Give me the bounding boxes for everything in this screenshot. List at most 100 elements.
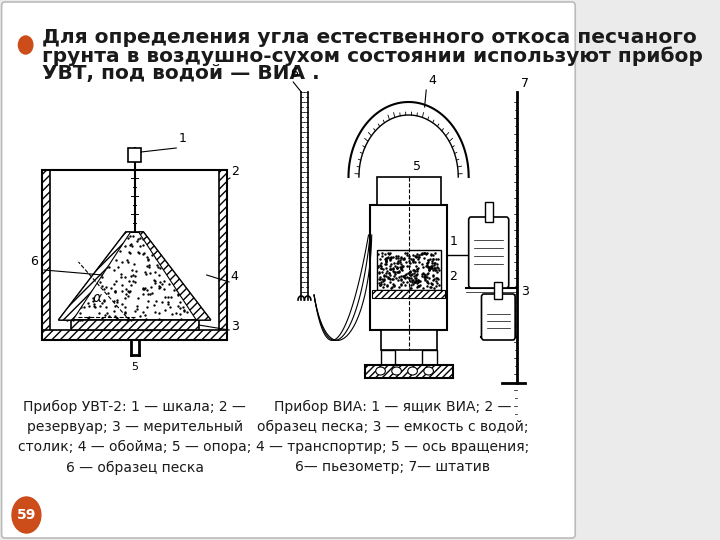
Point <box>99 296 110 305</box>
Point <box>416 260 428 268</box>
Point <box>126 266 138 274</box>
Point <box>116 281 127 289</box>
Point <box>410 274 422 283</box>
Point <box>374 268 385 277</box>
Point <box>395 253 407 261</box>
Point <box>397 263 408 272</box>
Point <box>380 258 392 266</box>
Point <box>429 264 441 272</box>
Point <box>75 315 86 324</box>
Point <box>387 264 399 272</box>
Point <box>413 276 424 285</box>
Point <box>173 290 184 299</box>
Point <box>378 276 390 285</box>
Point <box>114 247 126 255</box>
Point <box>420 250 432 259</box>
Point <box>430 265 441 274</box>
Point <box>377 276 389 285</box>
Point <box>421 258 433 267</box>
Point <box>395 272 407 280</box>
Point <box>387 267 398 275</box>
Point <box>426 261 438 270</box>
Point <box>418 249 430 258</box>
Text: 1: 1 <box>449 235 457 248</box>
Point <box>116 287 127 296</box>
Point <box>139 249 150 258</box>
Point <box>416 250 428 259</box>
Point <box>122 314 134 322</box>
Point <box>410 271 422 279</box>
Point <box>421 249 433 258</box>
Point <box>122 292 134 300</box>
Point <box>383 250 395 259</box>
Point <box>401 278 413 287</box>
Bar <box>219 170 227 340</box>
Point <box>393 273 405 282</box>
Point <box>377 282 389 291</box>
Point <box>409 257 420 266</box>
Point <box>404 259 415 268</box>
Point <box>400 249 411 258</box>
Point <box>395 280 407 288</box>
Point <box>391 267 402 276</box>
Point <box>410 271 422 279</box>
Point <box>380 256 392 265</box>
Point <box>387 253 399 261</box>
Point <box>430 248 441 257</box>
Text: 59: 59 <box>17 508 36 522</box>
Point <box>378 280 390 288</box>
Point <box>130 266 141 275</box>
Point <box>103 262 114 271</box>
Point <box>431 279 443 288</box>
Point <box>74 309 86 318</box>
Point <box>101 302 112 311</box>
Point <box>373 267 384 276</box>
Point <box>388 271 400 280</box>
Point <box>415 281 426 289</box>
Point <box>125 272 137 281</box>
Point <box>132 237 143 246</box>
Point <box>426 279 437 288</box>
Point <box>408 251 419 259</box>
Point <box>384 265 395 273</box>
Point <box>174 309 186 318</box>
Point <box>376 268 387 276</box>
Point <box>135 241 146 250</box>
Point <box>428 258 439 267</box>
Point <box>375 259 387 268</box>
Point <box>189 302 200 311</box>
Point <box>163 279 175 288</box>
Point <box>149 279 161 287</box>
Point <box>418 269 429 278</box>
Point <box>123 247 135 256</box>
Point <box>384 254 395 263</box>
Point <box>410 275 422 284</box>
FancyBboxPatch shape <box>482 294 515 340</box>
Text: 2: 2 <box>230 165 238 178</box>
Point <box>88 296 99 305</box>
Point <box>377 252 388 260</box>
Point <box>430 255 441 264</box>
Point <box>405 271 417 279</box>
Point <box>134 312 145 321</box>
Point <box>375 264 387 273</box>
Point <box>397 255 409 264</box>
Point <box>162 299 174 308</box>
Point <box>96 281 108 290</box>
Point <box>384 255 396 264</box>
Polygon shape <box>348 102 469 177</box>
Text: 7: 7 <box>521 77 528 90</box>
Point <box>122 287 133 295</box>
Point <box>392 257 404 266</box>
Point <box>121 285 132 294</box>
Point <box>404 271 415 279</box>
Point <box>112 262 124 271</box>
Point <box>375 261 387 270</box>
Point <box>78 302 89 311</box>
Point <box>97 265 109 274</box>
Point <box>417 263 428 272</box>
Point <box>146 289 158 298</box>
Point <box>374 255 385 264</box>
Point <box>94 301 106 310</box>
Point <box>144 268 156 277</box>
